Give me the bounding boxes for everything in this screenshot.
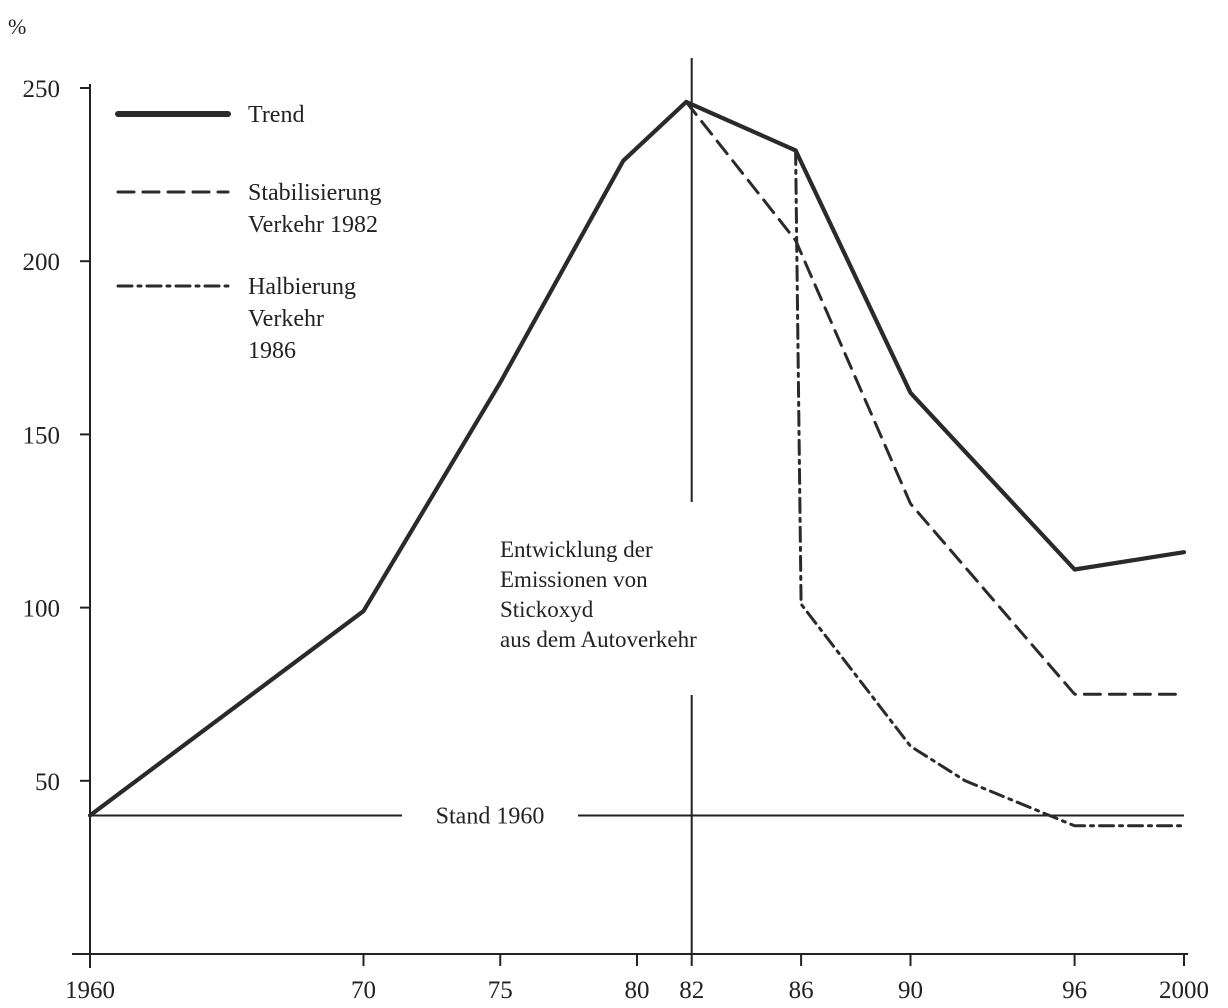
legend-label-1: Trend	[248, 102, 304, 128]
y-tick-label: 100	[23, 596, 61, 623]
series-line-1	[87, 99, 1187, 818]
x-tick-label: 1960	[65, 977, 115, 1004]
annotation-line: Emissionen von	[500, 567, 648, 592]
reference-line-group: Stand 1960	[90, 803, 1184, 829]
legend-label-3: Halbierung	[248, 274, 356, 300]
legend-label-3: Verkehr	[248, 306, 324, 332]
x-tick-label: 86	[789, 977, 814, 1004]
x-tick-label: 82	[679, 977, 704, 1004]
series-line-2	[684, 100, 1186, 696]
annotation-line: aus dem Autoverkehr	[500, 627, 697, 652]
y-tick-label: 150	[23, 422, 61, 449]
annotation-line: Stickoxyd	[500, 597, 594, 622]
annotation-line: Entwicklung der	[500, 537, 653, 562]
axes: 50 100 150 200 250 1960 70 75 80 82 86 90 96 2000	[23, 58, 1209, 1004]
legend-label-2: Verkehr 1982	[248, 212, 378, 238]
legend: Trend Stabilisierung Verkehr 1982 Halbierun…	[115, 102, 381, 364]
y-axis-unit-label: %	[8, 14, 26, 39]
series-line-3	[794, 148, 1186, 828]
y-tick-label: 200	[23, 249, 61, 276]
x-tick-label: 80	[625, 977, 650, 1004]
legend-label-2: Stabilisierung	[248, 180, 381, 206]
x-tick-label: 75	[488, 977, 513, 1004]
x-tick-label: 70	[351, 977, 376, 1004]
y-tick-label: 250	[23, 76, 61, 103]
x-tick-label: 90	[898, 977, 923, 1004]
series-lines	[87, 99, 1187, 828]
y-tick-label: 50	[35, 769, 60, 796]
annotation: Entwicklung der Emissionen von Stickoxyd au…	[500, 537, 697, 652]
x-tick-label: 2000	[1159, 977, 1209, 1004]
legend-label-3: 1986	[248, 338, 296, 364]
reference-line-label: Stand 1960	[436, 803, 545, 829]
x-tick-label: 96	[1062, 977, 1087, 1004]
